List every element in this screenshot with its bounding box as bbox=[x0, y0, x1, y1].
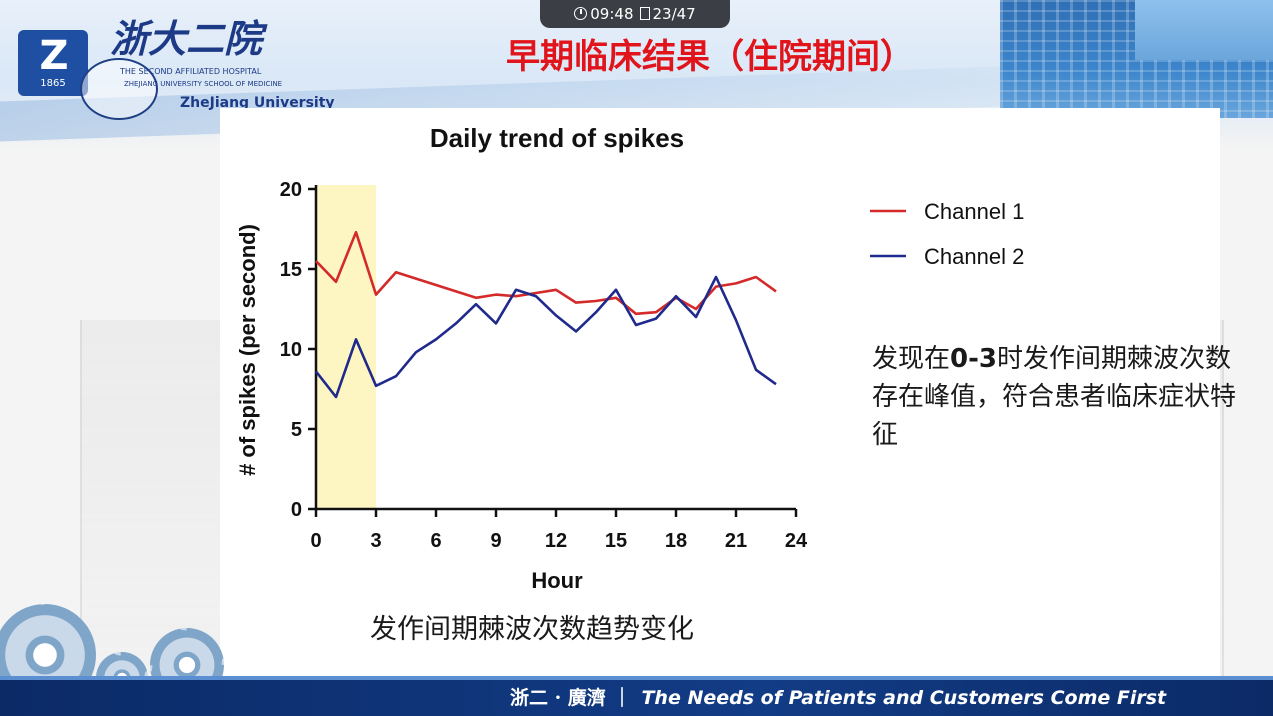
series-line-channel-1 bbox=[315, 230, 777, 316]
footer-accent-line bbox=[0, 676, 1273, 680]
chart-axes: 0 5 10 15 20 0 3 6 9 12 15 18 21 24 bbox=[280, 179, 808, 552]
hospital-logo-year: 1865 bbox=[28, 78, 78, 94]
x-tick-label: 24 bbox=[785, 530, 808, 552]
y-tick-label: 15 bbox=[280, 259, 302, 281]
x-tick-label: 21 bbox=[725, 530, 747, 552]
annotation-suffix: 时发作间期棘波次数存在峰值，符合患者临床症状特征 bbox=[872, 344, 1237, 450]
footer-slogan-cn: 浙二 · 廣濟 ｜ bbox=[510, 687, 632, 709]
chart-title: Daily trend of spikes bbox=[430, 123, 684, 153]
legend-label-channel-1: Channel 1 bbox=[924, 199, 1024, 224]
clock-icon bbox=[574, 7, 588, 20]
chart-legend: Channel 1 Channel 2 bbox=[870, 199, 1024, 269]
hospital-name-en: THE SECOND AFFILIATED HOSPITAL bbox=[120, 67, 262, 76]
footer-slogan: 浙二 · 廣濟 ｜ The Needs of Patients and Custo… bbox=[510, 682, 1270, 714]
footer-bar bbox=[0, 680, 1273, 716]
series-layer bbox=[314, 230, 777, 399]
x-tick-label: 6 bbox=[430, 530, 441, 552]
x-tick-label: 15 bbox=[605, 530, 627, 552]
finding-annotation: 发现在0-3时发作间期棘波次数存在峰值，符合患者临床症状特征 bbox=[872, 340, 1252, 460]
x-axis-label: Hour bbox=[531, 568, 583, 593]
status-page: 23/47 bbox=[652, 5, 696, 23]
footer-slogan-en: The Needs of Patients and Customers Come… bbox=[641, 687, 1167, 709]
highlight-region bbox=[316, 185, 376, 509]
x-tick-label: 9 bbox=[490, 530, 501, 552]
status-time: 09:48 bbox=[590, 5, 634, 23]
slide-title: 早期临床结果（住院期间） bbox=[506, 37, 914, 77]
content-panel bbox=[220, 108, 1220, 682]
x-tick-label: 18 bbox=[665, 530, 687, 552]
hospital-logo-mark: Z bbox=[39, 33, 69, 79]
legend-label-channel-2: Channel 2 bbox=[924, 244, 1024, 269]
hospital-name-cn: 浙大二院 bbox=[110, 16, 263, 61]
y-axis-label: # of spikes (per second) bbox=[235, 224, 260, 476]
chart-caption: 发作间期棘波次数趋势变化 bbox=[370, 614, 694, 645]
x-tick-label: 12 bbox=[545, 530, 567, 552]
y-tick-label: 20 bbox=[280, 179, 302, 201]
school-name-en: ZHEJIANG UNIVERSITY SCHOOL OF MEDICINE bbox=[124, 80, 283, 88]
presentation-status-bar: 09:48 23/47 bbox=[540, 0, 730, 28]
series-line-channel-2 bbox=[314, 275, 777, 399]
university-seal-icon bbox=[80, 58, 158, 120]
y-tick-label: 5 bbox=[291, 419, 302, 441]
university-name: ZheJiang University bbox=[180, 95, 335, 111]
x-tick-label: 0 bbox=[310, 530, 321, 552]
annotation-hour-range: 0-3 bbox=[950, 344, 997, 374]
y-tick-label: 0 bbox=[291, 499, 302, 521]
y-tick-label: 10 bbox=[280, 339, 302, 361]
x-tick-label: 3 bbox=[370, 530, 381, 552]
building-sky bbox=[1135, 0, 1273, 60]
annotation-prefix: 发现在 bbox=[872, 344, 951, 374]
page-icon bbox=[639, 7, 650, 20]
